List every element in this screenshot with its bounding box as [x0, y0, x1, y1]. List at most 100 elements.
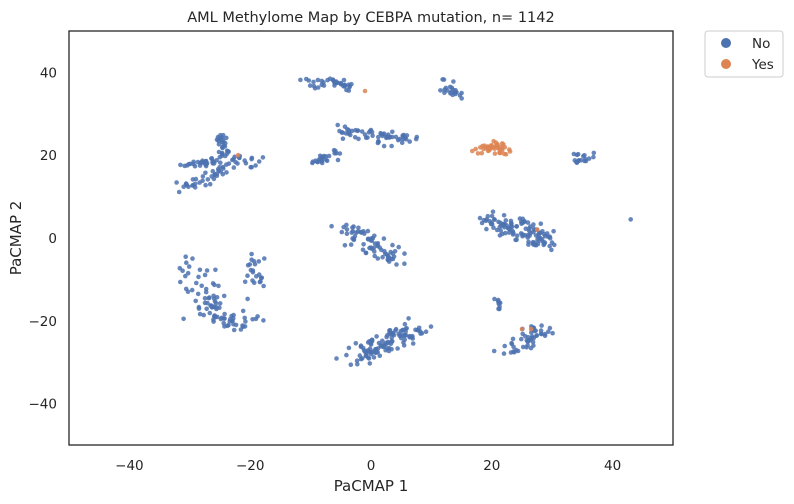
scatter-point-no: [245, 273, 250, 279]
scatter-point-no: [174, 180, 179, 185]
scatter-point-no: [365, 348, 371, 353]
scatter-point-no: [186, 264, 192, 269]
plot-frame: [68, 30, 674, 446]
scatter-point-no: [445, 88, 450, 93]
scatter-point-no: [360, 247, 366, 253]
scatter-point-no: [381, 344, 386, 350]
scatter-point-no: [397, 333, 402, 339]
scatter-point-no: [385, 333, 390, 338]
scatter-point-no: [355, 128, 360, 134]
scatter-point-no: [199, 283, 204, 289]
scatter-point-no: [212, 299, 218, 304]
scatter-point-no: [393, 134, 399, 140]
scatter-point-no: [371, 349, 377, 354]
scatter-point-no: [390, 129, 395, 135]
scatter-point-no: [361, 242, 366, 247]
scatter-point-no: [441, 77, 447, 82]
scatter-point-no: [550, 330, 555, 336]
scatter-point-no: [203, 286, 209, 292]
scatter-point-no: [508, 224, 514, 229]
scatter-point-no: [547, 325, 553, 331]
scatter-point-no: [504, 223, 510, 228]
scatter-point-no: [350, 225, 355, 230]
scatter-point-no: [399, 140, 405, 146]
scatter-point-no: [538, 221, 544, 226]
scatter-point-no: [513, 347, 519, 353]
scatter-point-no: [450, 87, 456, 93]
scatter-point-no: [204, 268, 210, 273]
scatter-point-no: [369, 337, 375, 343]
scatter-point-no: [367, 128, 373, 134]
scatter-point-no: [369, 238, 375, 244]
scatter-point-no: [251, 259, 257, 264]
scatter-point-no: [204, 306, 209, 312]
scatter-point-no: [351, 237, 357, 243]
scatter-point-no: [216, 142, 222, 147]
x-axis-label: PaCMAP 1: [334, 477, 409, 495]
scatter-point-no: [323, 157, 329, 163]
scatter-point-no: [488, 221, 494, 227]
scatter-point-no: [385, 135, 390, 140]
scatter-point-no: [526, 228, 532, 234]
scatter-point-no: [346, 131, 351, 136]
scatter-point-no: [225, 323, 230, 329]
scatter-point-no: [352, 135, 358, 140]
y-tick-label: −20: [29, 314, 58, 330]
scatter-point-no: [210, 168, 216, 174]
scatter-point-no: [362, 231, 367, 236]
scatter-point-no: [491, 348, 497, 354]
scatter-point-no: [193, 176, 199, 182]
scatter-point-no: [185, 289, 191, 295]
scatter-point-yes: [494, 142, 500, 148]
scatter-point-no: [344, 222, 349, 228]
scatter-point-no: [321, 83, 327, 88]
scatter-point-no: [261, 283, 266, 289]
scatter-point-no: [389, 346, 394, 352]
scatter-point-no: [448, 91, 453, 96]
scatter-point-no: [221, 166, 226, 171]
scatter-point-no: [197, 267, 203, 273]
scatter-point-yes: [486, 148, 492, 153]
scatter-point-no: [628, 217, 633, 222]
scatter-point-no: [216, 136, 222, 141]
scatter-point-no: [381, 143, 387, 149]
scatter-point-no: [344, 227, 350, 232]
scatter-point-no: [316, 157, 322, 162]
scatter-point-no: [525, 220, 531, 225]
scatter-point-no: [457, 93, 463, 98]
scatter-point-no: [371, 355, 377, 360]
scatter-point-no: [253, 274, 259, 279]
scatter-point-no: [214, 295, 220, 300]
scatter-point-no: [245, 296, 250, 302]
scatter-point-no: [401, 343, 407, 348]
scatter-point-no: [397, 136, 402, 142]
x-tick-label: −40: [115, 458, 144, 474]
scatter-point-no: [492, 296, 497, 302]
scatter-point-yes: [491, 138, 496, 144]
scatter-point-no: [310, 159, 316, 164]
scatter-point-no: [344, 352, 349, 358]
scatter-point-no: [581, 153, 586, 159]
legend-marker-yes: [721, 59, 731, 69]
scatter-point-no: [221, 293, 227, 299]
scatter-point-no: [231, 156, 236, 162]
scatter-point-no: [409, 335, 415, 340]
scatter-point-yes: [492, 151, 498, 156]
scatter-point-no: [197, 180, 202, 185]
scatter-point-no: [525, 339, 531, 344]
scatter-point-no: [406, 316, 411, 321]
scatter-point-no: [591, 150, 597, 156]
scatter-point-no: [238, 327, 244, 332]
scatter-point-no: [539, 323, 544, 328]
scatter-point-no: [438, 88, 443, 93]
x-tick-label: 20: [483, 458, 500, 474]
scatter-point-no: [194, 280, 199, 286]
scatter-point-no: [201, 312, 206, 318]
scatter-point-no: [259, 275, 265, 281]
scatter-point-no: [355, 229, 361, 234]
scatter-point-no: [334, 356, 339, 361]
scatter-point-no: [394, 262, 399, 267]
scatter-point-no: [496, 306, 501, 312]
scatter-point-no: [375, 256, 381, 261]
scatter-point-no: [361, 348, 367, 353]
